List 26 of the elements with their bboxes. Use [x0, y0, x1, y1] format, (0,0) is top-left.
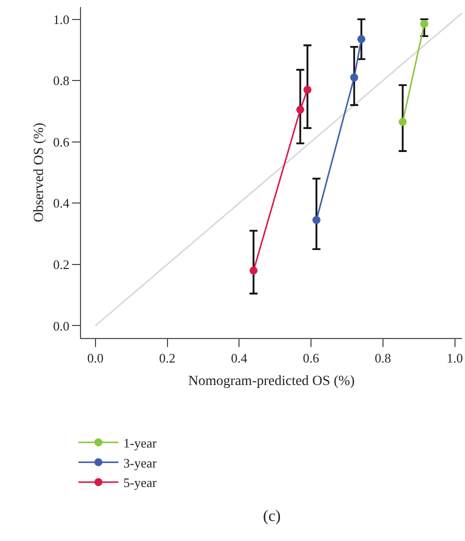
legend-label: 1-year [123, 435, 158, 450]
point [398, 118, 407, 126]
y-tick-label: 0.0 [53, 318, 70, 334]
y-tick-label: 0.4 [53, 196, 70, 211]
legend-label: 3-year [123, 455, 158, 470]
point [420, 20, 428, 28]
x-tick-label: 1.0 [446, 350, 463, 366]
y-tick-label: 0.2 [53, 256, 70, 272]
x-tick-label: 0.6 [302, 350, 320, 366]
y-tick-label: 1.0 [53, 12, 70, 27]
x-axis-title: Nomogram-predicted OS (%) [188, 374, 356, 389]
x-tick-label: 0.2 [159, 350, 176, 366]
text: (c) [263, 508, 281, 525]
x-tick-label: 0.0 [87, 350, 104, 366]
x-tick-label: 0.4 [231, 350, 248, 366]
y-axis-title: Observed OS (%) [32, 122, 47, 222]
point [250, 266, 258, 275]
point [312, 216, 320, 224]
point [357, 35, 366, 44]
y-tick-label: 0.8 [53, 73, 70, 88]
y-tick-label: 0.6 [53, 134, 70, 150]
point [296, 106, 304, 114]
x-tick-label: 0.8 [374, 350, 392, 366]
legend-label: 5-year [123, 475, 158, 490]
point [350, 73, 358, 82]
point [303, 86, 312, 94]
